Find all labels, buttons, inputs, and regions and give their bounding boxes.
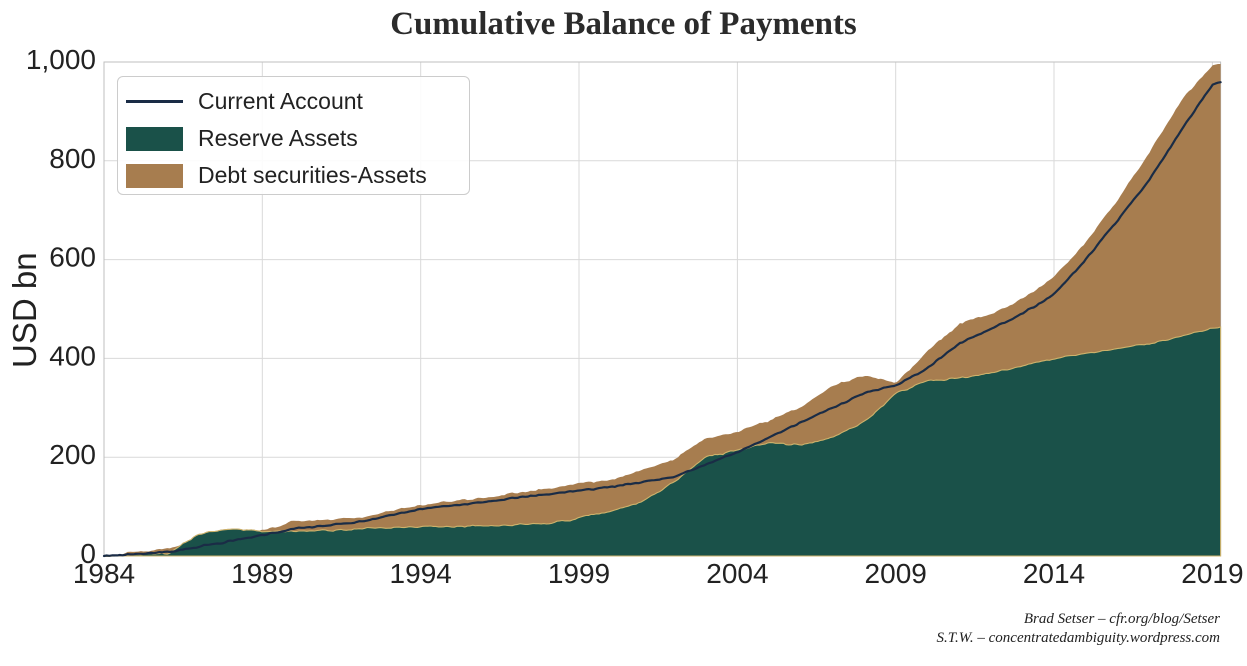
svg-text:1989: 1989 xyxy=(231,558,293,589)
svg-text:1994: 1994 xyxy=(390,558,452,589)
svg-text:400: 400 xyxy=(49,340,96,371)
svg-text:200: 200 xyxy=(49,439,96,470)
svg-text:2014: 2014 xyxy=(1023,558,1085,589)
svg-text:2009: 2009 xyxy=(865,558,927,589)
svg-text:600: 600 xyxy=(49,242,96,273)
svg-text:2004: 2004 xyxy=(706,558,768,589)
svg-text:0: 0 xyxy=(80,538,96,569)
svg-text:800: 800 xyxy=(49,143,96,174)
svg-text:2019: 2019 xyxy=(1181,558,1243,589)
svg-text:1,000: 1,000 xyxy=(26,44,96,75)
svg-text:1999: 1999 xyxy=(548,558,610,589)
